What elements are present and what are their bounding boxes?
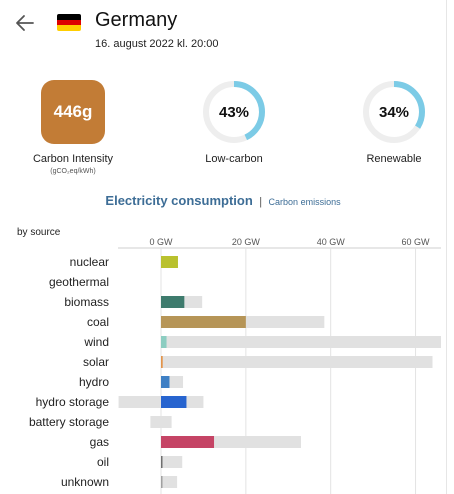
renewable-value: 34% [378, 103, 410, 121]
production-bar [161, 476, 163, 488]
capacity-bar [161, 476, 178, 488]
production-bar [161, 356, 163, 368]
source-label: hydro storage [36, 395, 110, 409]
source-label: unknown [61, 475, 109, 489]
production-bar [161, 296, 185, 308]
production-bar [161, 256, 178, 268]
breakdown-label: by source [17, 227, 61, 238]
carbon-intensity-badge: 446g [41, 80, 105, 144]
source-label: coal [87, 315, 109, 329]
production-bar [161, 336, 167, 348]
production-bar [161, 376, 170, 388]
tab-carbon-emissions[interactable]: Carbon emissions [268, 197, 341, 207]
storage-capacity-bar [150, 416, 161, 428]
x-tick-label: 20 GW [232, 237, 261, 247]
country-name: Germany [95, 9, 178, 31]
source-label: battery storage [29, 415, 109, 429]
source-label: gas [90, 435, 109, 449]
source-label: biomass [64, 295, 109, 309]
source-label: oil [97, 455, 109, 469]
back-arrow-icon[interactable] [14, 12, 36, 34]
source-breakdown-chart: 0 GW 20 GW 40 GW 60 GW nuclear geothermal bio… [29, 237, 441, 494]
source-label: solar [83, 355, 109, 369]
production-bar [161, 436, 215, 448]
timestamp: 16. august 2022 kl. 20:00 [95, 38, 219, 50]
x-tick-label: 60 GW [402, 237, 431, 247]
production-bar [161, 456, 163, 468]
renewable-gauge [361, 79, 427, 145]
flag-stripe [57, 19, 81, 26]
capacity-bar [161, 416, 172, 428]
tab-electricity-consumption[interactable]: Electricity consumption [105, 193, 253, 208]
production-bar [161, 396, 187, 408]
source-label: wind [83, 335, 109, 349]
source-label: geothermal [49, 275, 109, 289]
x-tick-label: 0 GW [149, 237, 173, 247]
tab-separator: | [259, 196, 263, 208]
country-flag-icon [57, 14, 81, 31]
low-carbon-value: 43% [218, 103, 250, 121]
flag-stripe [57, 25, 81, 31]
carbon-intensity-label: Carbon Intensity [32, 153, 114, 165]
renewable-gauge-fill [363, 81, 425, 143]
carbon-intensity-value: 446g [53, 102, 93, 121]
low-carbon-gauge-fill [203, 81, 265, 143]
x-tick-label: 40 GW [317, 237, 346, 247]
storage-capacity-bar [118, 396, 161, 408]
flag-stripe [57, 14, 81, 20]
source-label: nuclear [70, 255, 109, 269]
production-bar [161, 316, 246, 328]
capacity-bar [161, 356, 433, 368]
carbon-intensity-unit: (gCO₂eq/kWh) [50, 168, 96, 175]
renewable-label: Renewable [366, 153, 422, 165]
capacity-bar [161, 336, 441, 348]
capacity-bar [161, 456, 183, 468]
low-carbon-label: Low-carbon [205, 153, 263, 165]
low-carbon-gauge [201, 79, 267, 145]
chart-mode-switch: Electricity consumption | Carbon emissio… [0, 192, 446, 210]
source-label: hydro [79, 375, 109, 389]
